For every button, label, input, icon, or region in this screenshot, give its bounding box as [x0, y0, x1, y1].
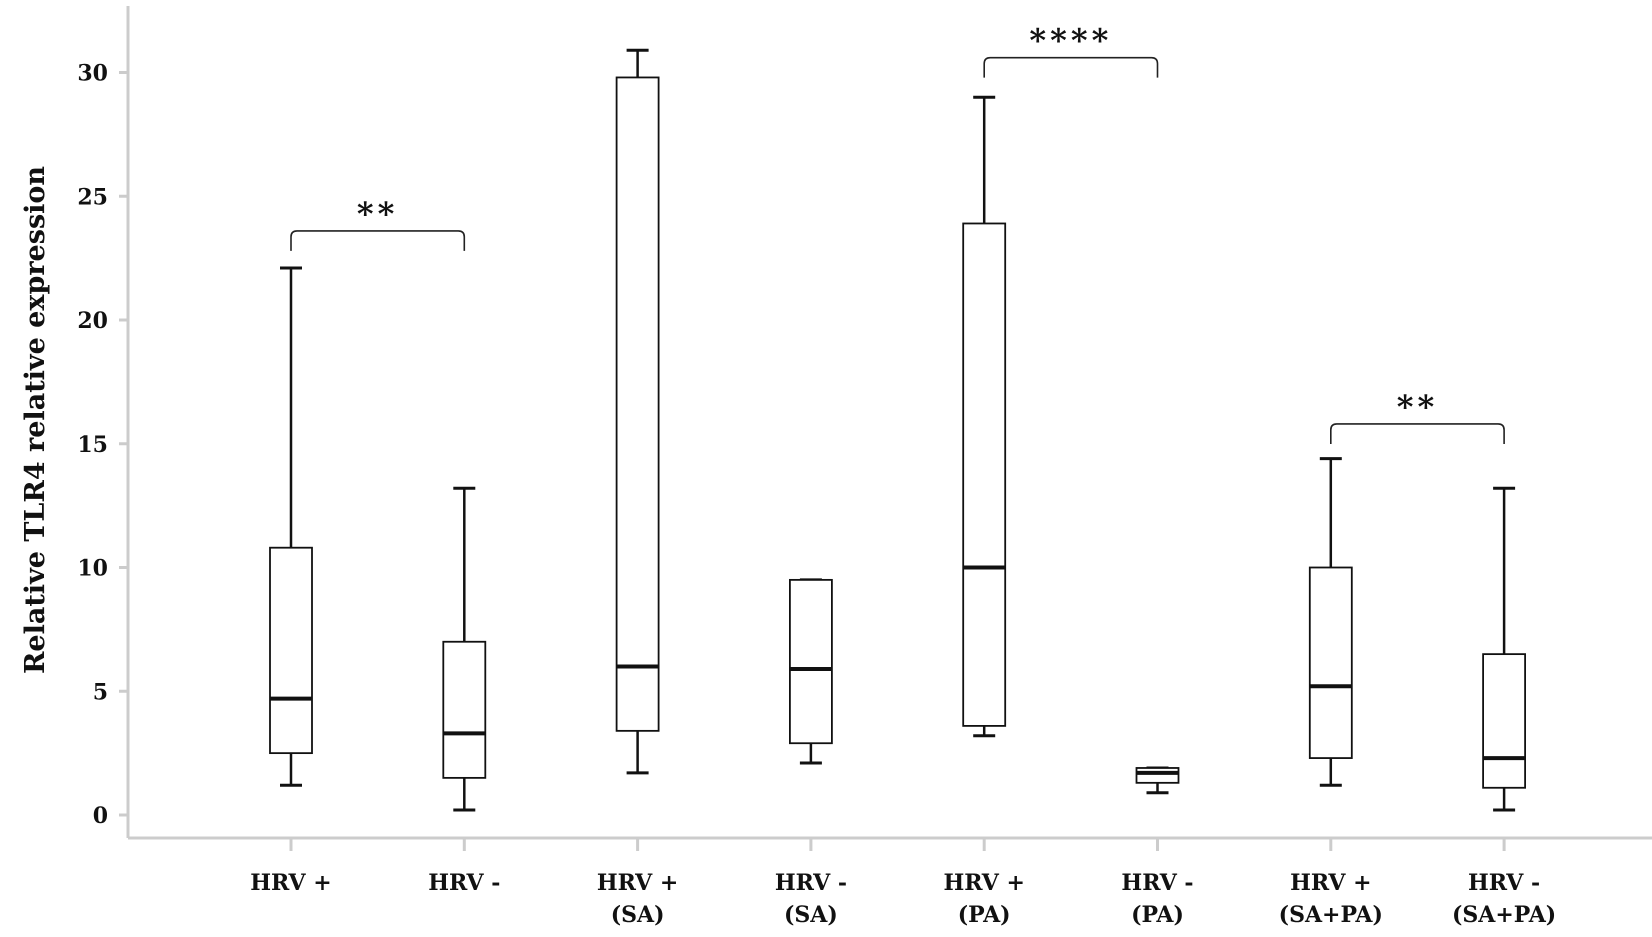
category-label: HRV -	[1468, 870, 1540, 896]
y-axis-label-group: Relative TLR4 relative expression	[20, 166, 51, 674]
iqr-box	[1308, 566, 1353, 759]
category-label: (SA)	[784, 902, 838, 928]
category-label: HRV +	[943, 870, 1024, 896]
box-5	[962, 95, 1007, 738]
box-8	[1482, 486, 1526, 812]
category-label: (SA+PA)	[1279, 902, 1383, 928]
category-label: HRV +	[597, 870, 678, 896]
significance-bracket-3: **	[1330, 388, 1505, 444]
category-labels: HRV + HRV - HRV + (SA) HRV - (SA) HRV + (PA) HRV…	[250, 870, 1556, 928]
significance-label: ****	[1029, 22, 1112, 60]
y-tick-label: 20	[77, 308, 108, 334]
box-2	[442, 486, 487, 812]
iqr-box	[962, 222, 1007, 727]
box-4	[789, 578, 833, 765]
category-label: (SA)	[611, 902, 665, 928]
significance-brackets: ********	[290, 22, 1505, 444]
box-1	[269, 266, 313, 787]
significance-bracket-2: ****	[983, 22, 1159, 78]
bracket-line	[290, 230, 466, 251]
category-label: HRV -	[775, 870, 847, 896]
iqr-box	[615, 76, 660, 732]
y-tick-label: 15	[77, 432, 108, 458]
category-label: (SA+PA)	[1452, 902, 1556, 928]
category-label: HRV -	[428, 870, 500, 896]
bracket-line	[983, 56, 1159, 78]
y-tick-label: 5	[93, 679, 108, 705]
bracket-line	[1330, 423, 1505, 444]
category-label: HRV -	[1121, 870, 1193, 896]
significance-label: **	[1397, 388, 1438, 426]
y-tick-label: 25	[77, 184, 108, 210]
y-tick-label: 30	[77, 61, 108, 87]
boxes	[269, 48, 1526, 812]
category-label: HRV +	[1290, 870, 1371, 896]
iqr-box	[789, 578, 833, 745]
iqr-box	[269, 546, 313, 755]
axes: 0 5 10 15 20 25 30	[77, 6, 1652, 851]
significance-bracket-1: **	[290, 195, 466, 251]
y-tick-label: 0	[93, 803, 108, 829]
category-label: HRV +	[250, 870, 331, 896]
significance-label: **	[357, 195, 398, 233]
category-label: (PA)	[958, 902, 1011, 928]
box-3	[615, 48, 660, 775]
box-7	[1308, 457, 1353, 787]
y-axis-label: Relative TLR4 relative expression	[20, 166, 51, 674]
category-label: (PA)	[1131, 902, 1184, 928]
iqr-box	[1135, 767, 1180, 784]
box-6	[1135, 766, 1180, 795]
iqr-box	[1482, 653, 1526, 789]
iqr-box	[442, 640, 487, 779]
y-tick-label: 10	[77, 556, 108, 582]
